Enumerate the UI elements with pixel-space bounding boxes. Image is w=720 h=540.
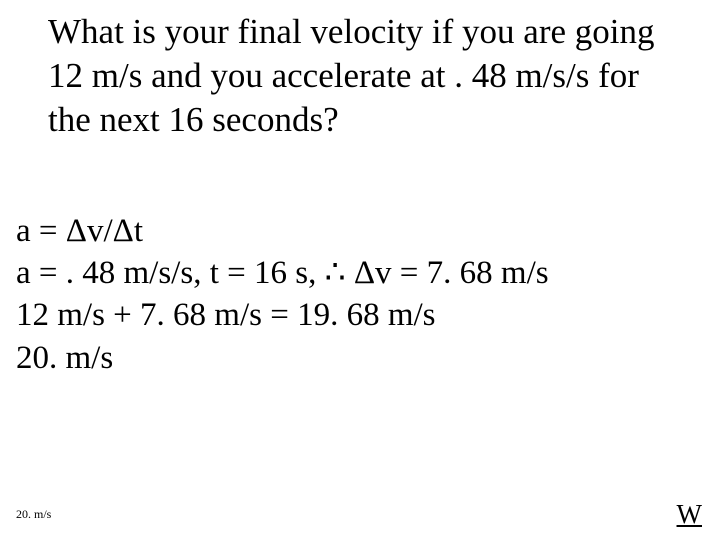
work-line-1: a = Δv/Δt xyxy=(16,210,706,252)
work-line-3: 12 m/s + 7. 68 m/s = 19. 68 m/s xyxy=(16,294,706,336)
work-line-4: 20. m/s xyxy=(16,337,706,379)
question-text: What is your final velocity if you are g… xyxy=(48,10,668,141)
footer-link[interactable]: W xyxy=(677,499,702,530)
footer-answer: 20. m/s xyxy=(16,507,51,522)
slide: { "question": { "text": "What is your fi… xyxy=(0,0,720,540)
work-line-2: a = . 48 m/s/s, t = 16 s, ∴ Δv = 7. 68 m… xyxy=(16,252,706,294)
solution-steps: a = Δv/Δt a = . 48 m/s/s, t = 16 s, ∴ Δv… xyxy=(16,210,706,379)
